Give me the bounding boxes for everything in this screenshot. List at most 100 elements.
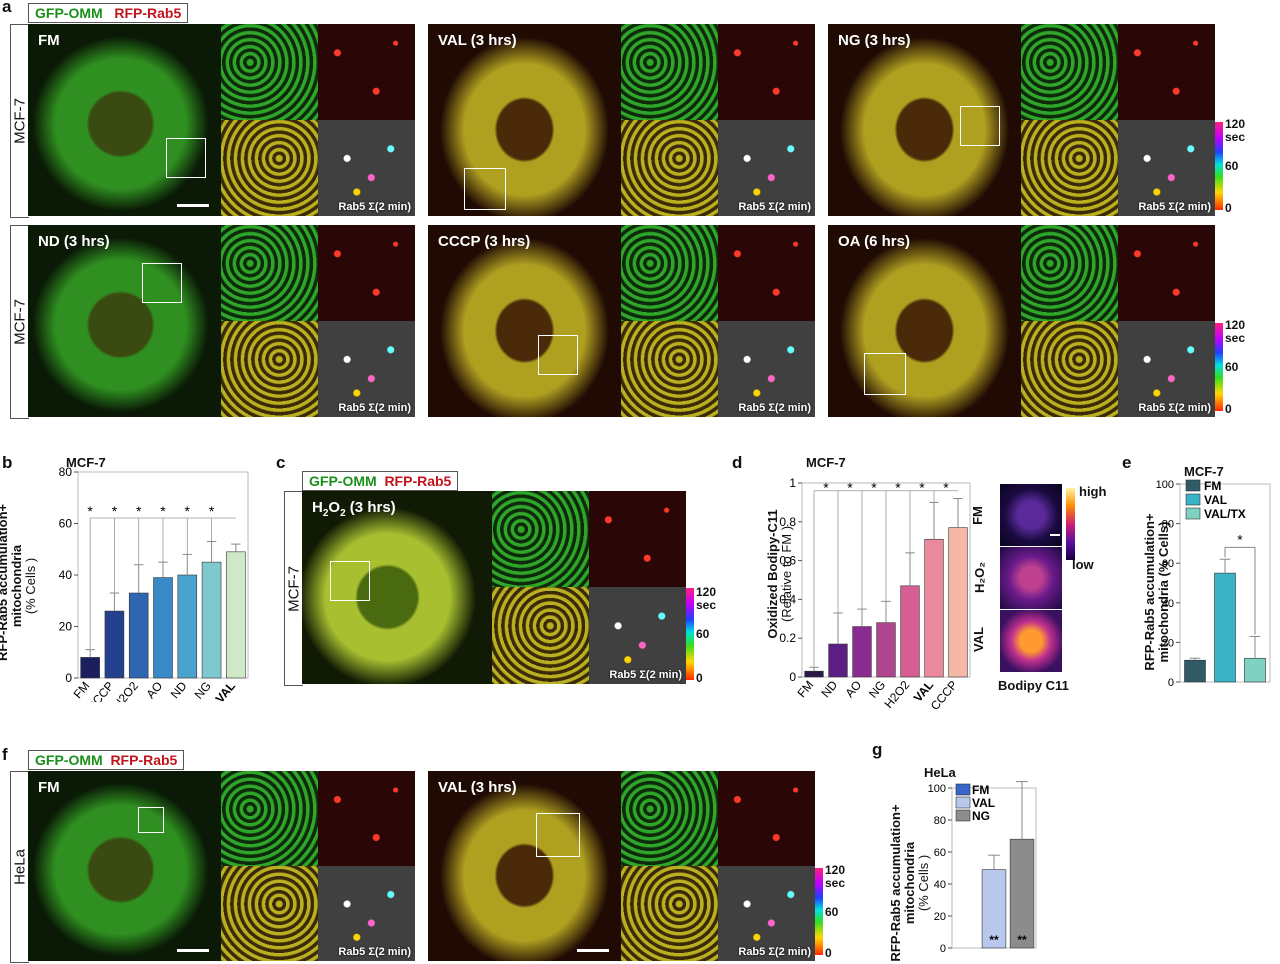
bar-NG xyxy=(201,561,222,679)
zoom-merge xyxy=(492,587,589,684)
zoom-rab5-sum-fm: Rab5 Σ(2 min) xyxy=(318,120,415,216)
zoom-merge-val xyxy=(621,120,718,216)
sig-star: * xyxy=(160,503,166,519)
bar-ND xyxy=(828,643,848,678)
condition-label-hela-fm: FM xyxy=(38,779,60,796)
condition-label-nd: ND (3 hrs) xyxy=(38,233,110,250)
roi-box-hela-fm xyxy=(138,807,164,833)
bar-H2O2 xyxy=(128,592,149,679)
roi-box-hela-val xyxy=(536,813,580,857)
bar-VAL xyxy=(226,551,246,679)
bar-FM xyxy=(80,657,100,679)
roi-box-ng xyxy=(960,106,1000,146)
bar-H2O2 xyxy=(900,585,920,678)
sig-star: * xyxy=(919,480,925,496)
zoom-merge-fm xyxy=(221,120,318,216)
sig-star: ** xyxy=(1017,933,1027,947)
sig-star: * xyxy=(209,503,215,519)
panel-label-e: e xyxy=(1122,453,1132,472)
sum-label-nd: Rab5 Σ(2 min) xyxy=(338,402,411,414)
image-cccp-main: CCCP (3 hrs) xyxy=(428,225,621,417)
legend-swatch-FM xyxy=(1185,479,1201,492)
zoom-red-cccp xyxy=(718,225,815,321)
zoom-rab5-sum-val: Rab5 Σ(2 min) xyxy=(718,120,815,216)
zoom-merge-nd xyxy=(221,321,318,417)
zoom-merge-hela-fm xyxy=(221,866,318,961)
chart-g-title: HeLa xyxy=(924,765,956,780)
bar-VAL xyxy=(924,538,944,678)
legend-swatch-VAL xyxy=(955,796,971,809)
bar-NG xyxy=(1009,838,1035,949)
legend-label-NG: NG xyxy=(972,809,990,823)
colorbar-ng-mid: 60 xyxy=(1225,159,1239,173)
zoom-red-nd xyxy=(318,225,415,321)
colorbar-c xyxy=(686,588,694,680)
zoom-green-cccp xyxy=(621,225,718,321)
bar-AO xyxy=(153,577,173,679)
bar-AO xyxy=(852,626,872,678)
bar-FM xyxy=(1184,659,1206,683)
sig-star: * xyxy=(943,480,949,496)
sig-star: * xyxy=(1237,531,1243,547)
sig-star: * xyxy=(136,503,142,519)
y-tick-label: 20 xyxy=(1162,637,1174,649)
colorbar-c-mid: 60 xyxy=(696,627,710,641)
scale-low: low xyxy=(1072,557,1094,572)
image-nd-main: ND (3 hrs) xyxy=(28,225,221,417)
chart-d-title: MCF-7 xyxy=(806,455,846,470)
legend-rfp: RFP-Rab5 xyxy=(114,5,182,21)
sig-star: * xyxy=(185,503,191,519)
colorbar-c-top: 120 sec xyxy=(696,585,717,612)
row-label-hela: HeLa xyxy=(10,771,29,963)
sum-label-ng: Rab5 Σ(2 min) xyxy=(1138,201,1211,213)
colorbar-hela-val-mid: 60 xyxy=(825,904,839,919)
y-tick-label: 60 xyxy=(1162,558,1174,570)
y-tick-label: 80 xyxy=(59,465,73,479)
roi-box-val xyxy=(464,168,506,210)
zoom-red-ng xyxy=(1118,24,1215,120)
chart-b-ylabel: RFP-Rab5 accumulation+ mitochondria (% Cel… xyxy=(0,503,38,661)
zoom-red xyxy=(589,491,686,587)
legend-label-FM: FM xyxy=(1204,479,1221,493)
scale-bar-fm xyxy=(177,204,209,207)
image-hela-val-main: VAL (3 hrs) xyxy=(428,771,621,961)
sig-star: * xyxy=(823,480,829,496)
y-tick-label: 0 xyxy=(789,670,796,684)
x-tick-label: AO xyxy=(143,679,165,701)
condition-label-hela-val: VAL (3 hrs) xyxy=(438,779,517,796)
x-tick-label: VAL xyxy=(213,679,239,702)
y-tick-label: 40 xyxy=(934,879,946,891)
sig-star: ** xyxy=(989,933,999,947)
legend-swatch-FM xyxy=(955,783,971,796)
colorbar-hela-val-bottom: 0 xyxy=(825,946,832,960)
legend-gfp: GFP-OMM xyxy=(35,5,103,21)
y-tick-label: 40 xyxy=(59,568,73,582)
y-tick-label: 0.8 xyxy=(779,515,796,529)
sum-label-hela-val: Rab5 Σ(2 min) xyxy=(738,946,811,958)
roi-box xyxy=(330,561,370,601)
roi-box-oa xyxy=(864,353,906,395)
y-tick-label: 0 xyxy=(65,671,72,685)
bodipy-h2o2 xyxy=(1000,547,1062,609)
x-tick-label: H2O2 xyxy=(110,679,141,702)
panel-label-d: d xyxy=(732,453,743,472)
bar-CCCP xyxy=(104,610,125,679)
legend-label-FM: FM xyxy=(972,783,989,797)
zoom-green-ng xyxy=(1021,24,1118,120)
y-tick-label: 80 xyxy=(934,815,946,827)
panel-label-g: g xyxy=(872,740,883,759)
y-tick-label: 80 xyxy=(1162,519,1174,531)
colorbar-oa xyxy=(1215,323,1223,411)
roi-box-fm xyxy=(166,138,206,178)
y-tick-label: 20 xyxy=(59,620,73,634)
x-tick-label: FM xyxy=(794,678,816,700)
colorbar-hela-val xyxy=(815,868,823,955)
zoom-green-oa xyxy=(1021,225,1118,321)
y-tick-label: 40 xyxy=(1162,598,1174,610)
row-label-mcf7-1: MCF-7 xyxy=(10,24,29,218)
scale-bar-hela-fm xyxy=(177,949,209,952)
y-tick-label: 0 xyxy=(940,943,946,955)
panel-label-b: b xyxy=(2,453,13,472)
